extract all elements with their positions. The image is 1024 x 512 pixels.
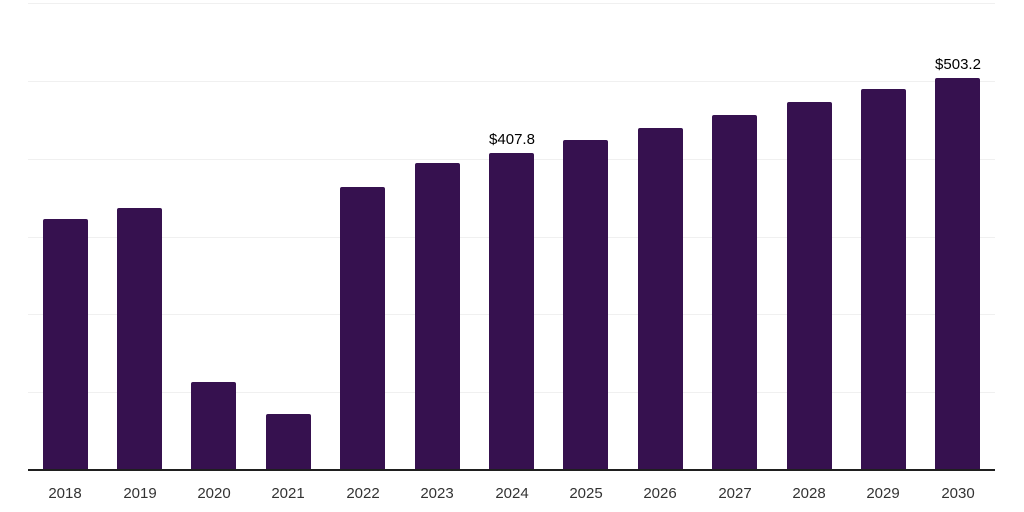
bar-2029 — [861, 89, 906, 470]
bar-value-label-2024: $407.8 — [489, 131, 535, 148]
bar-2030 — [935, 78, 980, 470]
bar-value-label-2030: $503.2 — [935, 56, 981, 73]
x-tick-label-2018: 2018 — [48, 485, 82, 502]
x-tick-label-2029: 2029 — [866, 485, 900, 502]
x-axis-line — [28, 469, 995, 471]
bar-2028 — [787, 102, 832, 470]
x-tick-label-2020: 2020 — [197, 485, 231, 502]
bar-2021 — [266, 414, 311, 470]
bar-2026 — [638, 128, 683, 470]
bar-2025 — [563, 140, 608, 470]
x-tick-label-2026: 2026 — [643, 485, 677, 502]
bar-2027 — [712, 115, 757, 470]
x-tick-label-2028: 2028 — [792, 485, 826, 502]
x-tick-label-2019: 2019 — [123, 485, 157, 502]
x-tick-label-2023: 2023 — [420, 485, 454, 502]
x-tick-label-2024: 2024 — [495, 485, 529, 502]
bar-2019 — [117, 208, 162, 470]
gridline-500 — [28, 81, 995, 82]
x-tick-label-2021: 2021 — [271, 485, 305, 502]
x-tick-label-2025: 2025 — [569, 485, 603, 502]
bar-2024 — [489, 153, 534, 470]
bar-2020 — [191, 382, 236, 470]
x-tick-label-2027: 2027 — [718, 485, 752, 502]
gridline-600 — [28, 3, 995, 4]
x-tick-label-2022: 2022 — [346, 485, 380, 502]
x-tick-label-2030: 2030 — [941, 485, 975, 502]
bar-2018 — [43, 219, 88, 470]
bar-2023 — [415, 163, 460, 470]
bar-2022 — [340, 187, 385, 470]
